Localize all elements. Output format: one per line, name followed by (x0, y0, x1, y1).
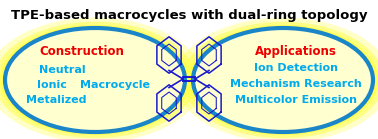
Text: Ionic: Ionic (37, 80, 67, 90)
Text: Neutral: Neutral (39, 65, 85, 75)
Text: Metalized: Metalized (26, 95, 86, 105)
Text: Macrocycle: Macrocycle (80, 80, 150, 90)
Text: Multicolor Emission: Multicolor Emission (235, 95, 357, 105)
Ellipse shape (0, 18, 203, 139)
Ellipse shape (175, 18, 378, 139)
Ellipse shape (0, 25, 191, 135)
Text: Ion Detection: Ion Detection (254, 63, 338, 73)
Ellipse shape (5, 28, 185, 132)
Ellipse shape (193, 28, 373, 132)
Ellipse shape (187, 25, 378, 135)
Text: Construction: Construction (40, 45, 124, 58)
Text: Applications: Applications (255, 45, 337, 58)
Text: Mechanism Research: Mechanism Research (230, 79, 362, 89)
Ellipse shape (0, 22, 196, 138)
Text: TPE-based macrocycles with dual-ring topology: TPE-based macrocycles with dual-ring top… (11, 9, 367, 22)
Ellipse shape (182, 22, 378, 138)
